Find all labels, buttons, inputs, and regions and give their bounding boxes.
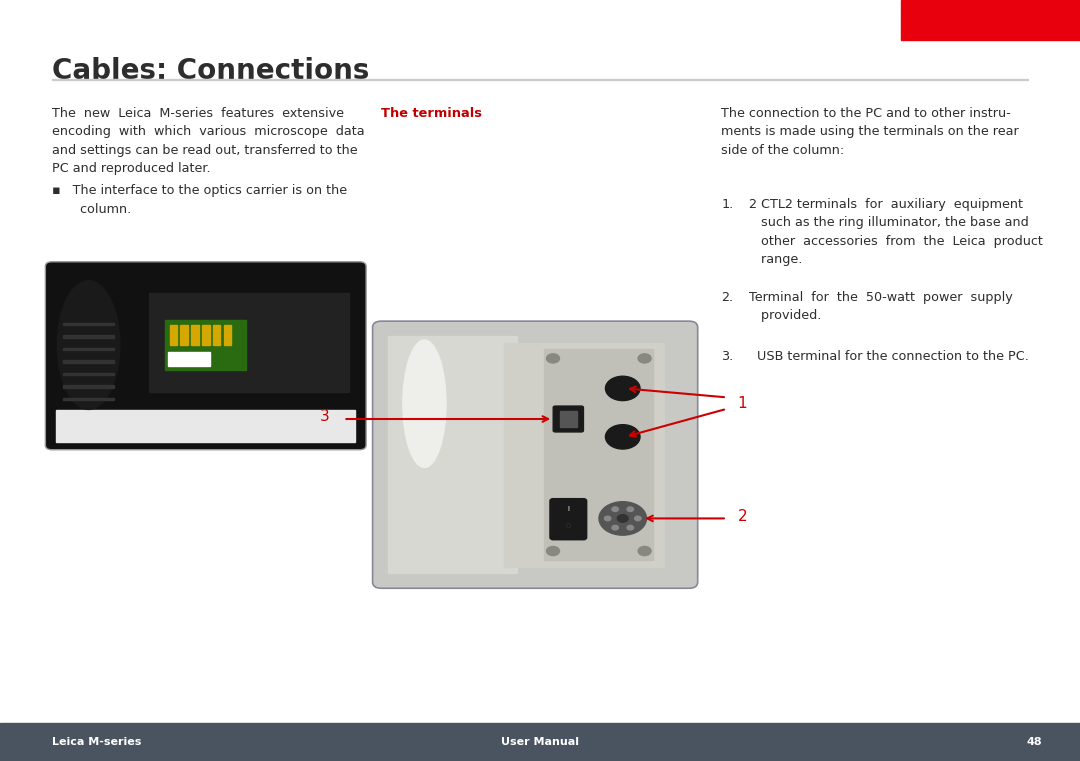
Circle shape [606,376,640,400]
Text: User Manual: User Manual [501,737,579,747]
Text: 1.: 1. [721,198,733,211]
Text: 2.: 2. [721,291,733,304]
Circle shape [599,501,647,535]
Bar [63,373,114,375]
Bar [224,326,231,345]
Bar [63,398,114,400]
Text: I: I [567,506,569,512]
Text: The connection to the PC and to other instru-
ments is made using the terminals : The connection to the PC and to other in… [721,107,1020,157]
Circle shape [618,514,629,522]
Bar [52,79,1028,80]
Bar [63,348,114,350]
Bar [63,323,114,326]
Text: Terminal  for  the  50-watt  power  supply
    provided.: Terminal for the 50-watt power supply pr… [745,291,1013,322]
FancyBboxPatch shape [45,262,366,450]
Bar [63,335,114,338]
Bar [170,326,177,345]
Bar [544,349,653,560]
Circle shape [635,516,642,521]
Bar [180,326,188,345]
Text: Cables: Connections: Cables: Connections [52,57,369,85]
Bar [63,360,114,363]
Text: The terminals: The terminals [381,107,482,119]
Text: 3: 3 [320,409,329,424]
Text: USB terminal for the connection to the PC.: USB terminal for the connection to the P… [745,350,1029,363]
Bar [149,293,349,391]
Text: O: O [566,523,571,529]
Bar [0,723,1080,761]
Circle shape [546,546,559,556]
Circle shape [612,525,619,530]
Text: 2: 2 [738,508,747,524]
Ellipse shape [403,340,446,467]
Circle shape [546,354,559,363]
Circle shape [606,425,640,449]
Text: 1: 1 [738,396,747,411]
FancyBboxPatch shape [373,321,698,588]
FancyBboxPatch shape [553,406,583,432]
Circle shape [638,354,651,363]
Circle shape [638,546,651,556]
Bar [191,326,199,345]
Text: 3.: 3. [721,350,733,363]
Bar [56,410,355,442]
Bar [168,352,210,367]
Text: 2 CTL2 terminals  for  auxiliary  equipment
    such as the ring illuminator, th: 2 CTL2 terminals for auxiliary equipment… [745,198,1043,266]
Bar [202,326,210,345]
Bar [559,412,577,427]
Bar [901,0,1080,40]
Bar [388,336,517,573]
Ellipse shape [57,281,120,409]
Circle shape [605,516,611,521]
Circle shape [627,525,634,530]
Circle shape [627,507,634,511]
Text: ▪   The interface to the optics carrier is on the
       column.: ▪ The interface to the optics carrier is… [52,184,347,215]
Circle shape [612,507,619,511]
Bar [63,385,114,388]
Text: The  new  Leica  M-series  features  extensive
encoding  with  which  various  m: The new Leica M-series features extensiv… [52,107,364,175]
Bar [213,326,220,345]
Text: Leica M-series: Leica M-series [52,737,141,747]
Bar [165,320,246,370]
FancyBboxPatch shape [550,498,586,540]
Bar [504,342,664,567]
Text: 48: 48 [1027,737,1042,747]
